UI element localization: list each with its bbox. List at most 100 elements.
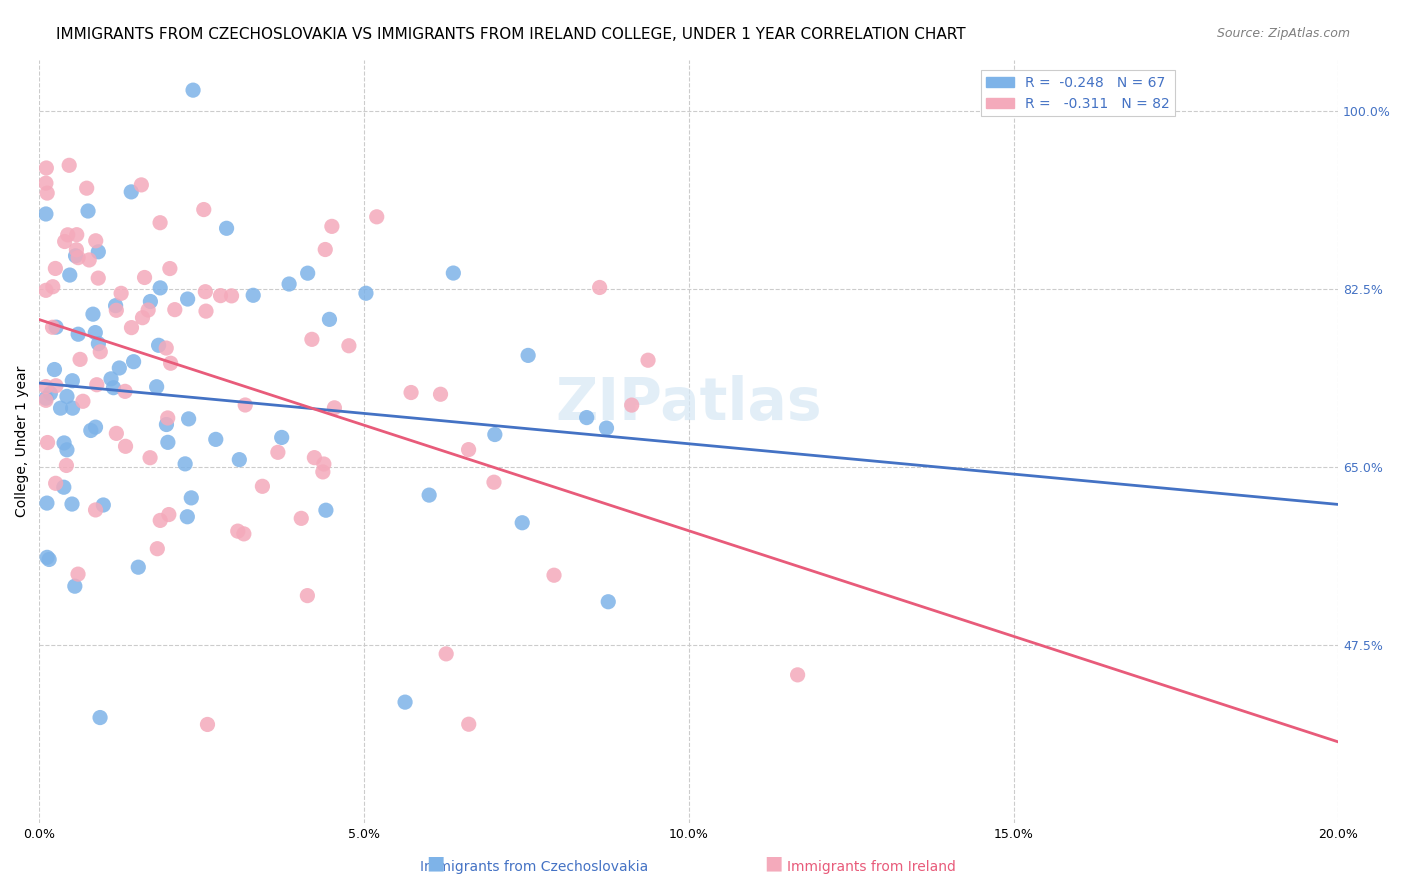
Point <box>457 442 479 457</box>
Point <box>221 289 243 303</box>
Point <box>180 491 202 505</box>
Point <box>56 389 79 403</box>
Point <box>89 344 111 359</box>
Point <box>323 401 346 415</box>
Point <box>146 541 169 556</box>
Point <box>67 327 90 342</box>
Point <box>156 435 179 450</box>
Point <box>232 527 254 541</box>
Point <box>209 288 232 302</box>
Point <box>366 210 388 224</box>
Point <box>39 386 62 401</box>
Point <box>157 508 180 522</box>
Point <box>59 268 82 282</box>
Text: IMMIGRANTS FROM CZECHOSLOVAKIA VS IMMIGRANTS FROM IRELAND COLLEGE, UNDER 1 YEAR : IMMIGRANTS FROM CZECHOSLOVAKIA VS IMMIGR… <box>56 27 966 42</box>
Point <box>337 339 360 353</box>
Point <box>35 496 58 510</box>
Point <box>176 509 198 524</box>
Point <box>80 424 103 438</box>
Point <box>598 595 620 609</box>
Point <box>312 457 335 471</box>
Point <box>72 394 94 409</box>
Point <box>156 411 179 425</box>
Point <box>56 227 79 242</box>
Point <box>194 285 217 299</box>
Text: Immigrants from Czechoslovakia: Immigrants from Czechoslovakia <box>420 860 648 874</box>
Point <box>86 377 108 392</box>
Point <box>66 227 89 242</box>
Point <box>354 286 377 301</box>
Point <box>312 465 335 479</box>
Point <box>304 450 326 465</box>
Point <box>35 391 58 405</box>
Point <box>195 304 218 318</box>
Point <box>35 283 58 297</box>
Point <box>434 647 457 661</box>
Point <box>62 401 84 416</box>
Point <box>575 410 598 425</box>
Point <box>399 385 422 400</box>
Point <box>318 312 340 326</box>
Text: ■: ■ <box>763 854 783 872</box>
Point <box>35 176 58 190</box>
Point <box>77 252 100 267</box>
Point <box>429 387 451 401</box>
Point <box>105 426 128 441</box>
Text: Source: ZipAtlas.com: Source: ZipAtlas.com <box>1216 27 1350 40</box>
Point <box>159 261 181 276</box>
Point <box>139 294 162 309</box>
Point <box>60 497 83 511</box>
Point <box>121 320 143 334</box>
Point <box>510 516 533 530</box>
Point <box>482 475 505 490</box>
Point <box>457 717 479 731</box>
Point <box>35 161 58 175</box>
Point <box>297 589 319 603</box>
Point <box>87 336 110 351</box>
Point <box>517 348 540 362</box>
Point <box>76 181 98 195</box>
Point <box>176 292 198 306</box>
Point <box>786 668 808 682</box>
Point <box>56 442 79 457</box>
Point <box>418 488 440 502</box>
Point <box>242 288 264 302</box>
Point <box>82 307 104 321</box>
Point <box>127 560 149 574</box>
Point <box>37 550 59 565</box>
Point <box>204 433 226 447</box>
Point <box>42 279 65 293</box>
Point <box>163 302 186 317</box>
Point <box>278 277 301 291</box>
Point <box>297 266 319 280</box>
Point <box>84 420 107 434</box>
Point <box>148 338 170 352</box>
Point <box>69 352 91 367</box>
Point <box>65 243 87 257</box>
Point <box>136 303 159 318</box>
Point <box>38 552 60 566</box>
Point <box>67 567 90 582</box>
Point <box>290 511 312 525</box>
Point <box>637 353 659 368</box>
Point <box>65 249 87 263</box>
Point <box>394 695 416 709</box>
Point <box>91 498 114 512</box>
Point <box>543 568 565 582</box>
Point <box>588 280 610 294</box>
Point <box>45 320 67 334</box>
Point <box>87 271 110 285</box>
Point <box>149 216 172 230</box>
Point <box>120 185 142 199</box>
Legend: R =  -0.248   N = 67, R =   -0.311   N = 82: R = -0.248 N = 67, R = -0.311 N = 82 <box>981 70 1175 117</box>
Point <box>87 244 110 259</box>
Point <box>53 235 76 249</box>
Point <box>149 281 172 295</box>
Point <box>145 380 167 394</box>
Point <box>314 243 336 257</box>
Point <box>105 303 128 318</box>
Point <box>53 436 76 450</box>
Point <box>441 266 464 280</box>
Point <box>45 378 67 392</box>
Point <box>45 476 67 491</box>
